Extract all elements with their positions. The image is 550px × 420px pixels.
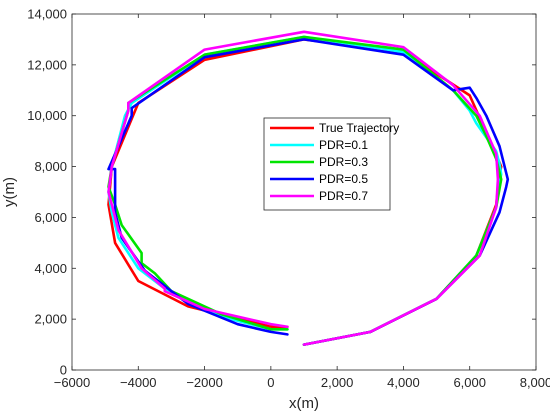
x-tick-label: −6000 [54,375,91,390]
y-tick-label: 12,000 [27,57,67,72]
legend-label: PDR=0.1 [319,138,368,152]
y-tick-label: 0 [60,363,67,378]
x-tick-label: 8,000 [520,375,550,390]
y-tick-label: 8,000 [34,159,67,174]
y-tick-label: 4,000 [34,261,67,276]
x-tick-label: −4000 [120,375,157,390]
x-tick-label: 6,000 [453,375,486,390]
x-tick-label: 2,000 [321,375,354,390]
x-tick-label: 0 [267,375,274,390]
legend-box [263,117,391,211]
y-tick-label: 14,000 [27,7,67,22]
y-tick-label: 2,000 [34,312,67,327]
series-layer [107,30,510,346]
x-tick-label: −2000 [186,375,223,390]
legend-label: True Trajectory [319,121,399,135]
x-tick-label: 4,000 [387,375,420,390]
legend: True Trajectory PDR=0.1 PDR=0.3 PDR=0.5 PDR=… [263,117,399,211]
series-line-5 [107,30,500,346]
x-axis-label: x(m) [289,395,319,412]
legend-label: PDR=0.5 [319,172,368,186]
legend-label: PDR=0.3 [319,155,368,169]
y-tick-label: 10,000 [27,108,67,123]
legend-label: PDR=0.7 [319,189,368,203]
axis-ticks: −6000 −4000 −2000 0 2,000 4,000 6,000 8,000 0 2,0… [27,7,550,391]
y-tick-label: 6,000 [34,210,67,225]
y-axis-label: y(m) [1,177,18,207]
